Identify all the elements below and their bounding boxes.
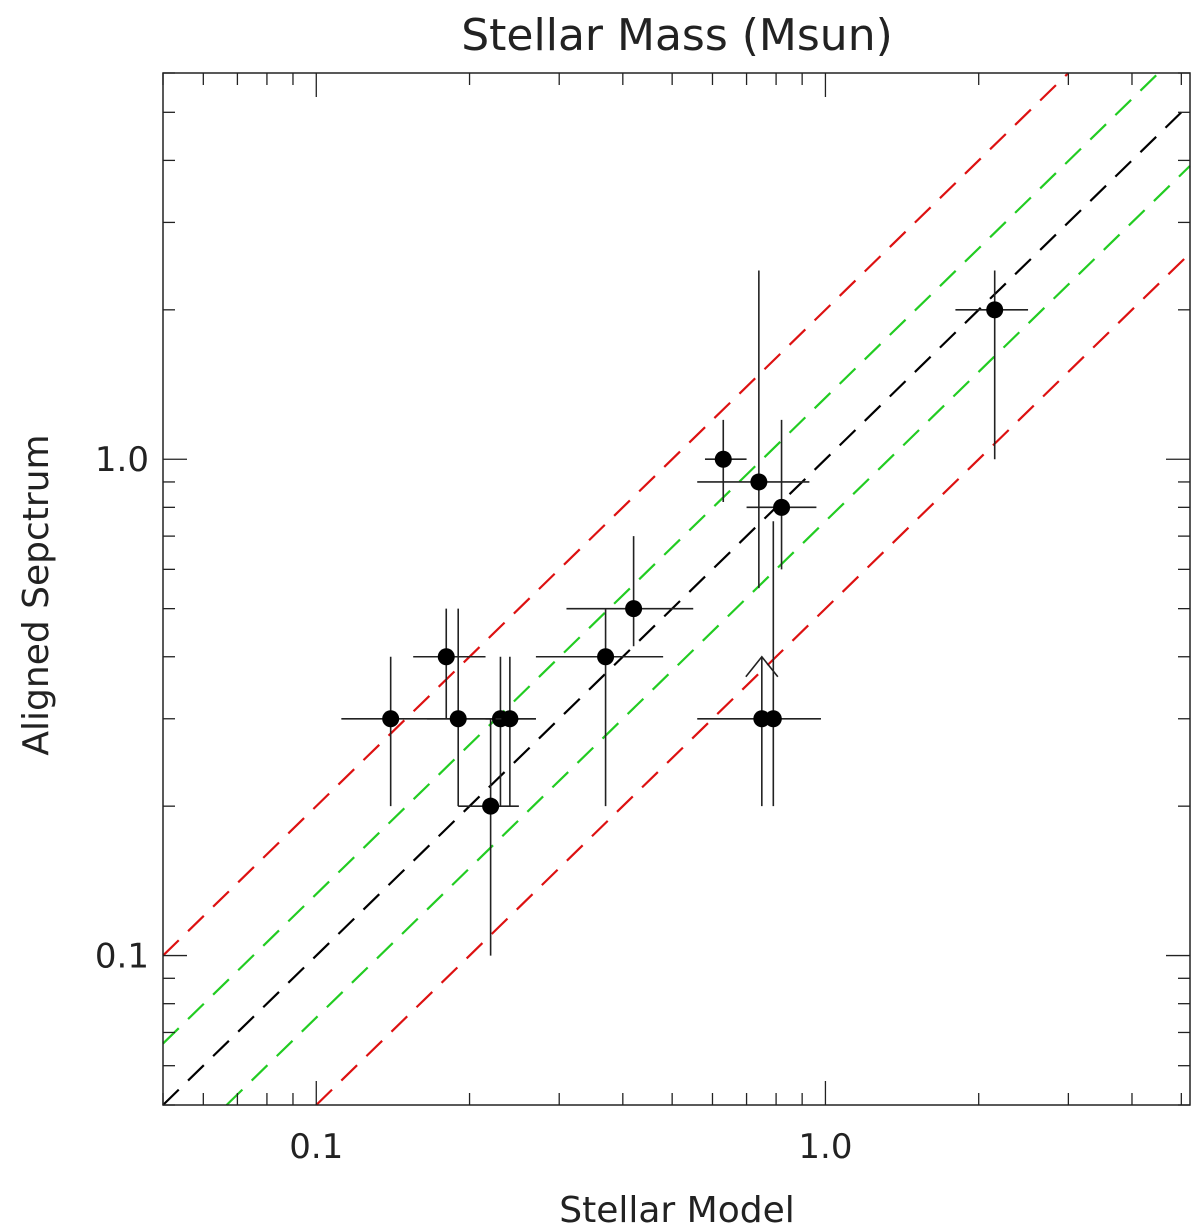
- data-point-9: [704, 419, 747, 503]
- data-point-6: [495, 656, 519, 807]
- data-marker: [773, 498, 791, 516]
- reference-line-half: [315, 252, 1191, 1106]
- data-marker: [625, 600, 643, 618]
- data-marker: [437, 648, 455, 666]
- y-tick-label: 1.0: [95, 440, 149, 480]
- lower-limit-arrow: [745, 655, 779, 678]
- data-point-13: [764, 521, 782, 807]
- x-axis-label: Stellar Model: [559, 1190, 795, 1230]
- plot-frame: [162, 72, 1191, 1106]
- axis-ticks: [162, 72, 1190, 1106]
- reference-line-plus-33pct: [162, 72, 1160, 1045]
- data-point-8: [566, 536, 694, 647]
- data-marker: [986, 301, 1004, 319]
- data-point-2: [413, 608, 486, 719]
- data-point-11: [746, 419, 817, 570]
- data-point-14: [955, 270, 1029, 460]
- tick-labels: 0.1 1.0 0.1 1.0: [95, 440, 853, 1167]
- data-point-12: [697, 655, 821, 807]
- data-point-1: [341, 656, 536, 807]
- data-point-7: [535, 608, 664, 807]
- x-tick-label: 0.1: [289, 1127, 343, 1167]
- data-point-10: [697, 270, 810, 589]
- reference-lines: [162, 72, 1191, 1106]
- data-marker: [501, 710, 519, 728]
- data-marker: [482, 797, 500, 815]
- data-marker: [714, 450, 732, 468]
- data-marker: [750, 473, 768, 491]
- data-marker: [449, 710, 467, 728]
- y-axis-label: Aligned Sepctrum: [16, 434, 57, 755]
- data-marker: [764, 710, 782, 728]
- reference-line-minus-33pct: [225, 165, 1191, 1106]
- x-tick-label: 1.0: [798, 1127, 852, 1167]
- reference-line-times-2: [162, 72, 1070, 957]
- y-tick-label: 0.1: [95, 937, 149, 977]
- data-point-3: [427, 608, 536, 807]
- data-marker: [382, 710, 400, 728]
- data-marker: [597, 648, 615, 666]
- chart-title: Stellar Mass (Msun): [461, 10, 893, 61]
- data-point-4: [458, 718, 519, 956]
- data-points: [341, 270, 1029, 956]
- reference-line-one-to-one: [162, 103, 1191, 1106]
